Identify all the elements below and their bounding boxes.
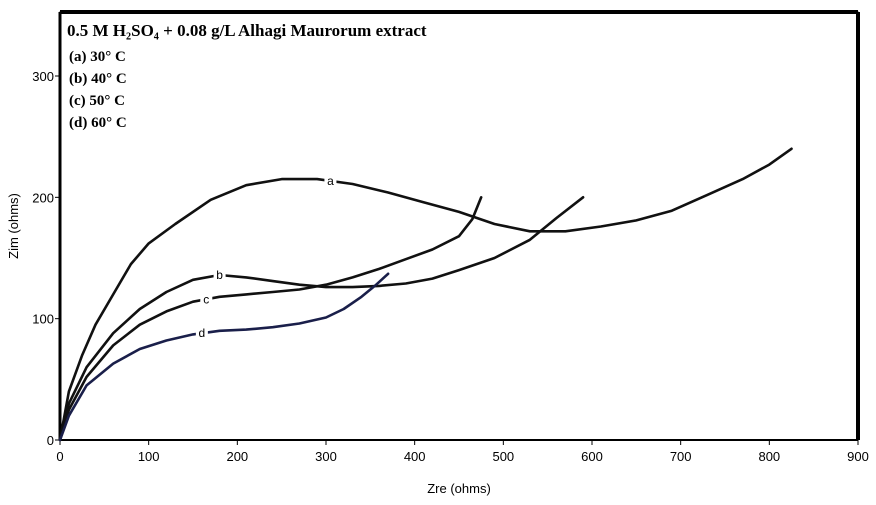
legend-entry-a: (a) 30° C xyxy=(69,49,126,65)
x-tick-label: 700 xyxy=(670,449,692,464)
series-label-c: c xyxy=(203,292,209,306)
x-tick-label: 300 xyxy=(315,449,337,464)
x-axis-label: Zre (ohms) xyxy=(427,481,491,496)
x-tick-label: 800 xyxy=(758,449,780,464)
x-tick-label: 500 xyxy=(492,449,514,464)
series-label-bg-c xyxy=(200,292,213,306)
x-tick-label: 0 xyxy=(56,449,63,464)
series-line-c xyxy=(58,196,483,442)
x-tick-label: 900 xyxy=(847,449,869,464)
axis-ticks: 0 100 200 300 400 500 600 700 800 900 0 100 200 300 xyxy=(32,69,869,464)
series-label-bg-b xyxy=(213,267,226,281)
series-layer: a bc d xyxy=(58,147,793,442)
plot-frame xyxy=(59,11,859,441)
series-line-a xyxy=(58,147,793,442)
y-tick-label: 100 xyxy=(32,312,54,327)
series-label-a: a xyxy=(327,174,334,188)
y-tick-label: 300 xyxy=(32,69,54,84)
legend-entry-d: (d) 60° C xyxy=(69,115,127,131)
legend-entry-c: (c) 50° C xyxy=(69,93,125,109)
legend-entry-b: (b) 40° C xyxy=(69,71,127,87)
chart-title: 0.5 M H₂SO₄ + 0.08 g/L Alhagi Maurorum e… xyxy=(67,21,427,40)
series-label-b: b xyxy=(216,268,223,282)
series-label-d: d xyxy=(199,326,206,340)
y-tick-label: 0 xyxy=(47,433,54,448)
series-line-d xyxy=(58,272,390,442)
y-tick-label: 200 xyxy=(32,190,54,205)
series-label-bg-a xyxy=(324,173,337,187)
y-axis-label: Zim (ohms) xyxy=(6,193,21,259)
x-tick-label: 600 xyxy=(581,449,603,464)
series-line-b xyxy=(58,196,585,442)
x-tick-label: 100 xyxy=(138,449,160,464)
x-tick-label: 200 xyxy=(226,449,248,464)
x-tick-label: 400 xyxy=(404,449,426,464)
series-label-bg-d xyxy=(195,326,208,340)
